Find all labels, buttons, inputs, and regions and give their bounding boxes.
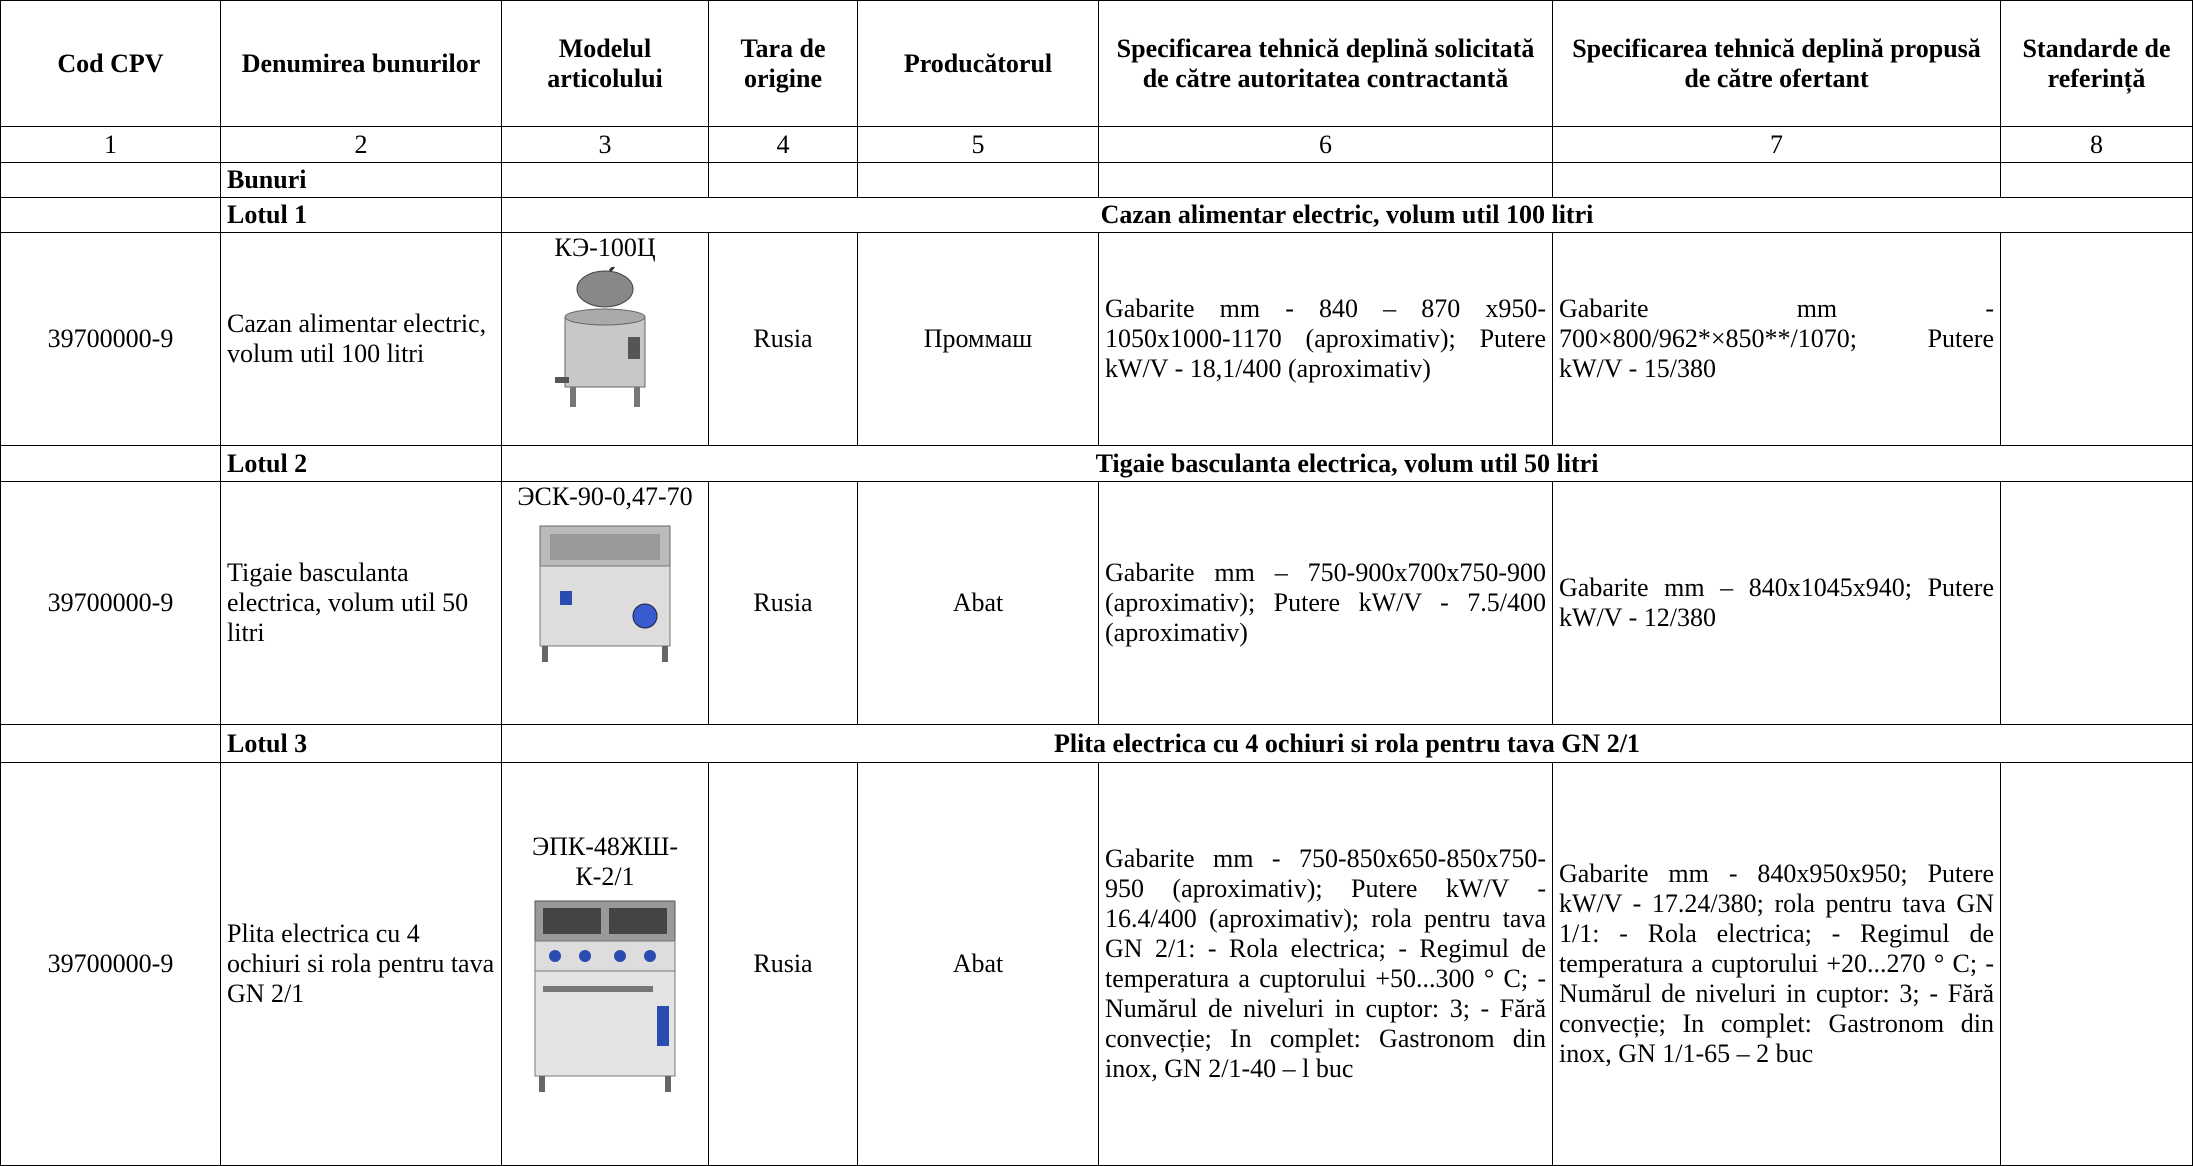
item-row: 39700000-9 Cazan alimentar electric, vol… — [0, 232, 2193, 446]
producer: Abat — [857, 481, 1099, 725]
model-name: ЭСК-90-0,47-70 — [517, 482, 693, 512]
product-image — [534, 900, 676, 1092]
spec-required: Gabarite mm – 750-900x700x750-900 (aprox… — [1098, 481, 1553, 725]
section-label: Bunuri — [220, 162, 502, 198]
product-image — [555, 267, 646, 407]
model-name: ЭПК-48ЖШ-К-2/1 — [531, 832, 679, 891]
header-row: Cod CPV Denumirea bunurilor Modelul arti… — [0, 0, 2193, 127]
cpv-code: 39700000-9 — [0, 232, 221, 446]
cell — [1098, 162, 1553, 198]
country: Rusia — [708, 762, 858, 1166]
cell — [0, 197, 221, 233]
model-name: КЭ-100Ц — [554, 233, 656, 263]
cell — [1552, 162, 2001, 198]
section-row: Bunuri — [0, 162, 2193, 198]
model-cell: ЭПК-48ЖШ-К-2/1 — [501, 762, 709, 1166]
header-cell: Tara de origine — [708, 0, 858, 127]
lot-row: Lotul 2 Tigaie basculanta electrica, vol… — [0, 445, 2193, 482]
spec-required: Gabarite mm - 840 – 870 x950-1050x1000-1… — [1098, 232, 1553, 446]
cell — [2000, 232, 2193, 446]
item-row: 39700000-9 Plita electrica cu 4 ochiuri … — [0, 762, 2193, 1166]
header-cell: Standarde de referință — [2000, 0, 2193, 127]
header-cell: Specificarea tehnică deplină solicitată … — [1098, 0, 1553, 127]
spec-offered: Gabarite mm – 840x1045x940; Putere kW/V … — [1552, 481, 2001, 725]
cell — [0, 724, 221, 763]
lot-label: Lotul 3 — [220, 724, 502, 763]
header-cell: Cod CPV — [0, 0, 221, 127]
cpv-code: 39700000-9 — [0, 762, 221, 1166]
country: Rusia — [708, 481, 858, 725]
header-cell: Producătorul — [857, 0, 1099, 127]
column-number: 7 — [1552, 126, 2001, 163]
cell — [0, 162, 221, 198]
product-image — [539, 525, 671, 662]
column-number: 6 — [1098, 126, 1553, 163]
cell — [2000, 162, 2193, 198]
lot-title: Cazan alimentar electric, volum util 100… — [501, 197, 2193, 233]
cell — [708, 162, 858, 198]
column-number: 8 — [2000, 126, 2193, 163]
item-name: Cazan alimentar electric, volum util 100… — [220, 232, 502, 446]
producer: Abat — [857, 762, 1099, 1166]
column-number: 5 — [857, 126, 1099, 163]
cell — [0, 445, 221, 482]
column-number: 4 — [708, 126, 858, 163]
cell — [2000, 481, 2193, 725]
spec-offered: Gabarite mm - 840x950x950; Putere kW/V -… — [1552, 762, 2001, 1166]
lot-row: Lotul 1 Cazan alimentar electric, volum … — [0, 197, 2193, 233]
header-cell: Specificarea tehnică deplină propusă de … — [1552, 0, 2001, 127]
column-number: 2 — [220, 126, 502, 163]
lot-row: Lotul 3 Plita electrica cu 4 ochiuri si … — [0, 724, 2193, 763]
cell — [2000, 762, 2193, 1166]
spec-offered: Gabarite mm - 700×800/962*×850**/1070; P… — [1552, 232, 2001, 446]
header-cell: Modelul articolului — [501, 0, 709, 127]
lot-label: Lotul 1 — [220, 197, 502, 233]
cell — [857, 162, 1099, 198]
cell — [501, 162, 709, 198]
model-cell: КЭ-100Ц — [501, 232, 709, 446]
item-row: 39700000-9 Tigaie basculanta electrica, … — [0, 481, 2193, 725]
lot-label: Lotul 2 — [220, 445, 502, 482]
column-number: 1 — [0, 126, 221, 163]
column-number: 3 — [501, 126, 709, 163]
country: Rusia — [708, 232, 858, 446]
lot-title: Tigaie basculanta electrica, volum util … — [501, 445, 2193, 482]
number-row: 1 2 3 4 5 6 7 8 — [0, 126, 2193, 163]
cpv-code: 39700000-9 — [0, 481, 221, 725]
header-cell: Denumirea bunurilor — [220, 0, 502, 127]
spec-required: Gabarite mm - 750-850x650-850x750-950 (a… — [1098, 762, 1553, 1166]
item-name: Plita electrica cu 4 ochiuri si rola pen… — [220, 762, 502, 1166]
model-cell: ЭСК-90-0,47-70 — [501, 481, 709, 725]
producer: Проммаш — [857, 232, 1099, 446]
lot-title: Plita electrica cu 4 ochiuri si rola pen… — [501, 724, 2193, 763]
item-name: Tigaie basculanta electrica, volum util … — [220, 481, 502, 725]
